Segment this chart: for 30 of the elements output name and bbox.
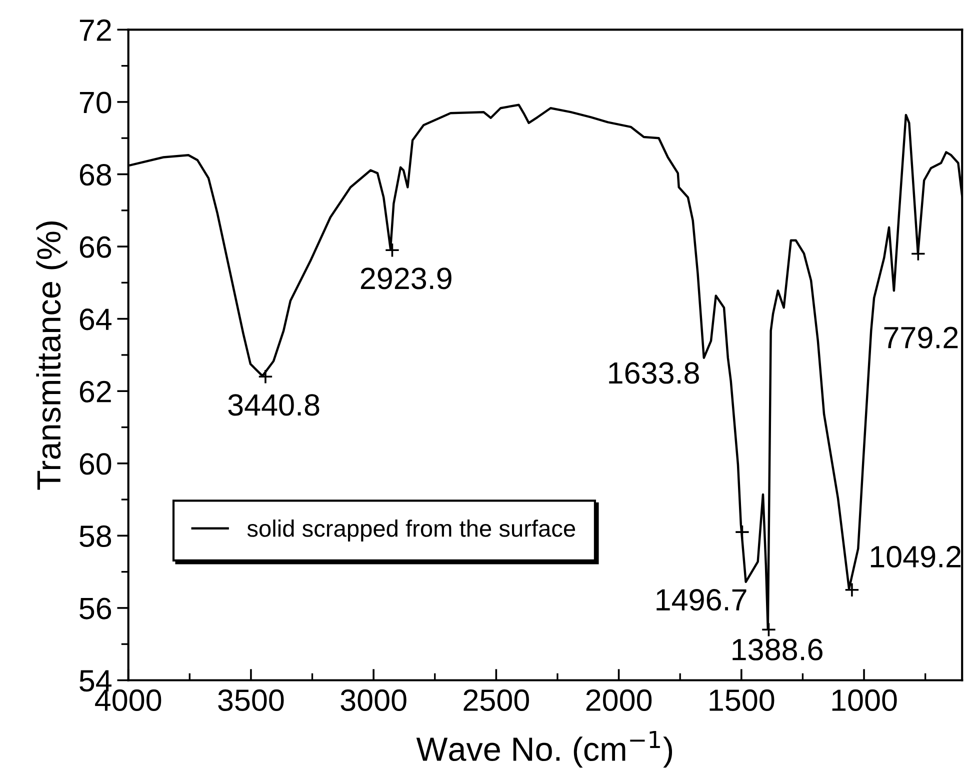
x-tick-label: 3000: [340, 689, 406, 712]
y-tick-label: 60: [80, 453, 112, 475]
annotation: 3440.8: [228, 394, 320, 416]
y-tick-label: 62: [80, 380, 111, 402]
x-tick-label: 3500: [218, 689, 284, 712]
y-tick-label: 64: [80, 308, 112, 330]
y-tick-label: 58: [80, 525, 112, 548]
y-tick-label: 70: [80, 92, 112, 114]
x-tick-label: 1500: [710, 689, 774, 712]
legend-label: solid scrapped from the surface: [247, 520, 576, 542]
x-tick-label: 2000: [586, 689, 652, 712]
point: [258, 369, 273, 384]
y-tick-label: 72: [80, 19, 111, 41]
annotation: 1049.2: [870, 546, 961, 568]
y-tick-label: 56: [80, 598, 112, 620]
y-axis-title: Transmittance (%): [36, 222, 68, 490]
annotation: 2923.9: [360, 268, 452, 290]
point: [734, 524, 750, 540]
point: [761, 622, 776, 638]
annotation: 1496.7: [656, 589, 746, 611]
x-axis-title: Wave No. (cm$^{−1}$): [416, 730, 672, 768]
y-tick-label: 68: [80, 164, 112, 186]
x-tick-label: 1000: [832, 689, 897, 712]
point: [384, 242, 400, 258]
annotation: 779.2: [884, 326, 958, 348]
point: [844, 582, 860, 598]
x-tick-label: 2500: [464, 689, 529, 712]
annotation: 1633.8: [609, 362, 699, 384]
annotation: 1388.6: [732, 638, 822, 660]
y-tick-label: 66: [80, 236, 112, 258]
